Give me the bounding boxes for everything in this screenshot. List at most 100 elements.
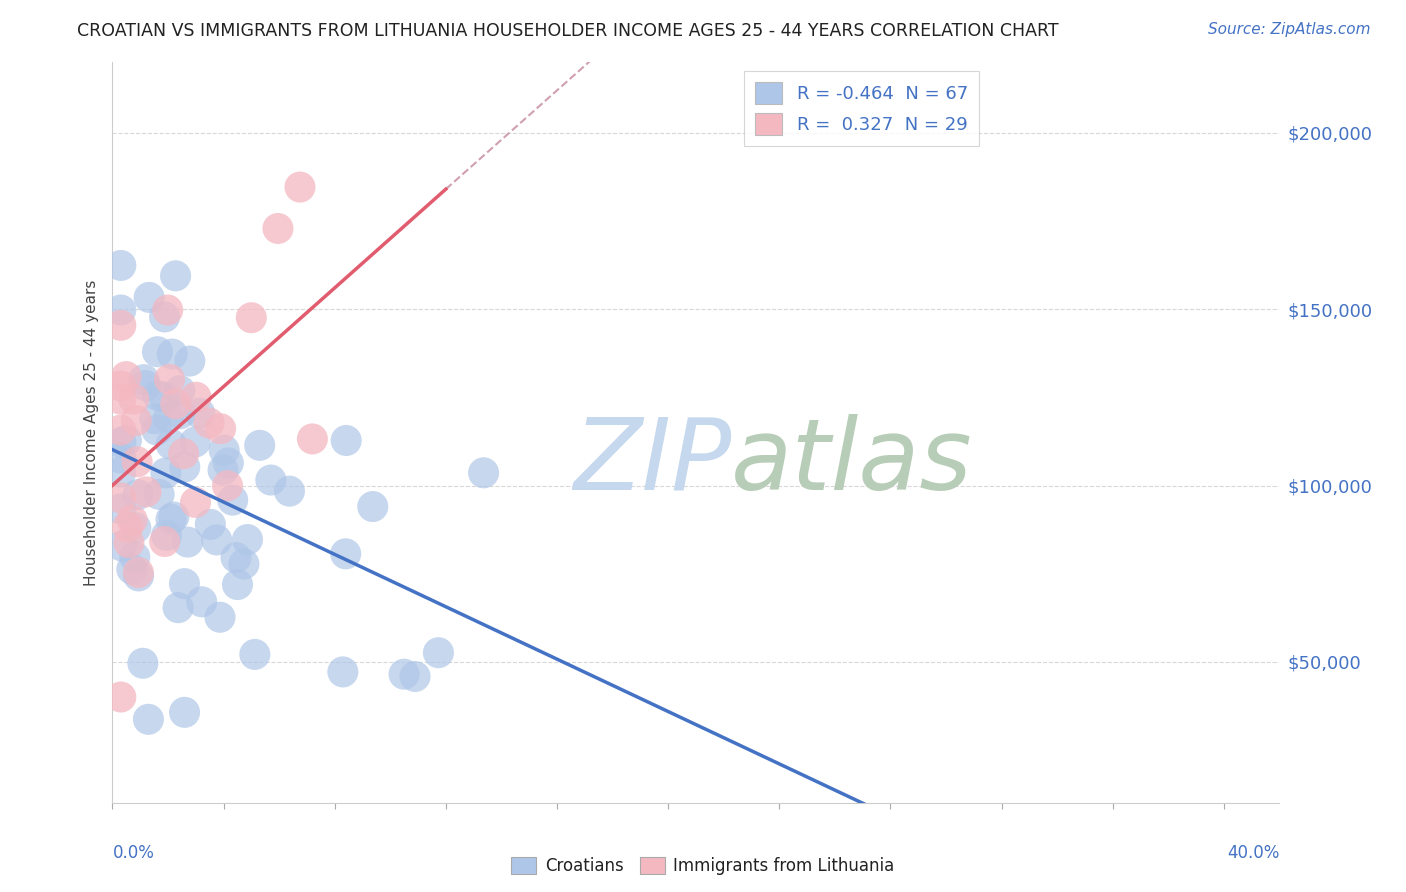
Text: Source: ZipAtlas.com: Source: ZipAtlas.com — [1208, 22, 1371, 37]
Point — [169, 407, 191, 421]
Point — [188, 406, 211, 420]
Point — [212, 443, 235, 458]
Point — [221, 493, 243, 508]
Point — [335, 547, 357, 561]
Point — [179, 354, 201, 368]
Point — [146, 388, 169, 402]
Point — [110, 435, 132, 450]
Point — [260, 473, 283, 487]
Point — [205, 533, 228, 547]
Point — [249, 438, 271, 452]
Point — [143, 412, 166, 426]
Point — [198, 416, 221, 430]
Point — [146, 344, 169, 359]
Text: 0.0%: 0.0% — [112, 844, 155, 862]
Point — [121, 513, 143, 527]
Point — [167, 600, 190, 615]
Point — [122, 392, 145, 406]
Point — [208, 610, 231, 624]
Point — [157, 410, 180, 425]
Point — [153, 534, 176, 549]
Point — [132, 657, 155, 671]
Point — [160, 512, 183, 526]
Text: 40.0%: 40.0% — [1227, 844, 1279, 862]
Point — [156, 303, 179, 318]
Point — [217, 456, 239, 470]
Text: atlas: atlas — [731, 414, 973, 511]
Point — [184, 434, 207, 449]
Point — [165, 268, 187, 283]
Point — [169, 384, 191, 398]
Point — [176, 535, 198, 549]
Point — [472, 466, 495, 480]
Point — [332, 665, 354, 679]
Point — [404, 669, 426, 683]
Point — [225, 550, 247, 565]
Point — [212, 463, 235, 477]
Point — [184, 495, 207, 509]
Point — [190, 595, 212, 609]
Point — [111, 539, 134, 553]
Point — [138, 712, 160, 726]
Point — [148, 487, 170, 501]
Point — [160, 437, 183, 451]
Point — [288, 180, 311, 194]
Point — [427, 646, 450, 660]
Point — [132, 373, 155, 387]
Point — [243, 648, 266, 662]
Point — [163, 510, 186, 524]
Point — [301, 432, 323, 446]
Point — [128, 569, 150, 583]
Point — [125, 521, 148, 535]
Point — [155, 466, 177, 480]
Point — [146, 423, 169, 437]
Point — [173, 447, 195, 461]
Point — [124, 549, 146, 564]
Point — [184, 390, 207, 404]
Point — [138, 290, 160, 304]
Legend: R = -0.464  N = 67, R =  0.327  N = 29: R = -0.464 N = 67, R = 0.327 N = 29 — [744, 71, 979, 146]
Point — [118, 535, 141, 549]
Point — [110, 303, 132, 318]
Point — [278, 484, 301, 499]
Legend: Croatians, Immigrants from Lithuania: Croatians, Immigrants from Lithuania — [512, 856, 894, 875]
Y-axis label: Householder Income Ages 25 - 44 years: Householder Income Ages 25 - 44 years — [83, 279, 98, 586]
Point — [110, 423, 132, 437]
Point — [110, 690, 132, 704]
Point — [110, 392, 132, 406]
Point — [173, 706, 195, 720]
Text: ZIP: ZIP — [572, 414, 731, 511]
Point — [117, 520, 139, 534]
Point — [110, 259, 132, 273]
Point — [153, 390, 176, 404]
Point — [226, 577, 249, 591]
Point — [165, 397, 187, 411]
Point — [115, 434, 138, 448]
Text: CROATIAN VS IMMIGRANTS FROM LITHUANIA HOUSEHOLDER INCOME AGES 25 - 44 YEARS CORR: CROATIAN VS IMMIGRANTS FROM LITHUANIA HO… — [77, 22, 1059, 40]
Point — [115, 369, 138, 384]
Point — [200, 517, 222, 532]
Point — [135, 378, 157, 392]
Point — [232, 557, 254, 571]
Point — [110, 379, 132, 393]
Point — [135, 484, 157, 499]
Point — [173, 459, 195, 474]
Point — [162, 347, 184, 361]
Point — [110, 451, 132, 466]
Point — [153, 310, 176, 324]
Point — [110, 318, 132, 333]
Point — [127, 487, 149, 501]
Point — [217, 478, 239, 492]
Point — [173, 576, 195, 591]
Point — [155, 528, 177, 542]
Point — [121, 562, 143, 576]
Point — [110, 491, 132, 505]
Point — [110, 465, 132, 479]
Point — [125, 413, 148, 427]
Point — [127, 566, 149, 580]
Point — [335, 434, 357, 448]
Point — [159, 372, 181, 386]
Point — [392, 667, 415, 681]
Point — [209, 422, 232, 436]
Point — [267, 221, 290, 235]
